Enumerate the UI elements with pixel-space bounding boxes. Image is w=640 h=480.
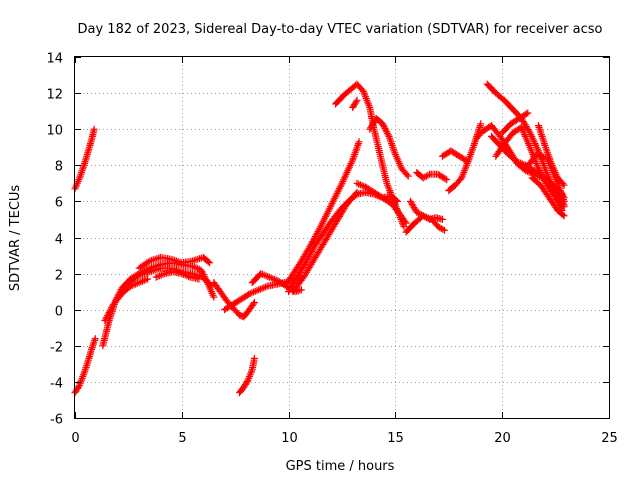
data-point-markers bbox=[528, 174, 568, 220]
data-point-markers bbox=[445, 120, 485, 195]
series-track bbox=[366, 114, 412, 180]
series-track bbox=[349, 96, 361, 111]
x-tick-label: 25 bbox=[601, 431, 618, 446]
x-tick-label: 0 bbox=[71, 431, 79, 446]
y-tick-label: 2 bbox=[55, 269, 63, 284]
data-point-markers bbox=[285, 138, 363, 285]
chart-title: Day 182 of 2023, Sidereal Day-to-day VTE… bbox=[78, 22, 603, 37]
x-tick-label: 5 bbox=[178, 431, 186, 446]
data-point-markers bbox=[498, 109, 532, 137]
y-tick-label: -6 bbox=[50, 413, 63, 428]
series-track bbox=[135, 253, 214, 272]
series-track bbox=[406, 197, 446, 223]
series-track bbox=[289, 188, 361, 296]
series-track bbox=[332, 80, 408, 231]
data-point-markers bbox=[289, 188, 361, 296]
data-point-markers bbox=[332, 80, 408, 231]
data-point-markers bbox=[236, 354, 258, 397]
data-point-markers bbox=[135, 253, 214, 272]
tick-labels: 0 5 10 15 20 25 -6 -4 -2 0 2 4 6 8 10 12 14 bbox=[46, 52, 617, 447]
y-axis-label: SDTVAR / TECUs bbox=[8, 185, 23, 292]
axis-ticks bbox=[75, 57, 610, 419]
y-tick-label: 4 bbox=[55, 233, 63, 248]
series-track bbox=[413, 169, 451, 184]
y-tick-label: 10 bbox=[46, 124, 63, 139]
y-tick-label: 6 bbox=[55, 196, 63, 211]
x-tick-label: 20 bbox=[494, 431, 511, 446]
series-track bbox=[438, 147, 472, 166]
y-tick-label: 14 bbox=[46, 52, 63, 67]
series-track bbox=[285, 138, 363, 285]
series-track bbox=[528, 174, 568, 220]
data-point-markers bbox=[152, 268, 203, 283]
plot-frame bbox=[74, 56, 610, 419]
series-track bbox=[236, 354, 258, 397]
series-track bbox=[152, 268, 203, 283]
data-point-markers bbox=[522, 151, 568, 205]
x-axis-label: GPS time / hours bbox=[286, 459, 395, 474]
x-tick-label: 10 bbox=[281, 431, 298, 446]
data-point-markers bbox=[413, 169, 451, 184]
y-tick-label: 0 bbox=[55, 305, 63, 320]
data-point-markers bbox=[438, 147, 472, 166]
grid bbox=[75, 57, 609, 418]
series-track bbox=[445, 120, 485, 195]
data-point-markers bbox=[406, 197, 446, 223]
data-point-markers bbox=[101, 275, 152, 324]
data-points bbox=[71, 80, 568, 397]
x-tick-label: 15 bbox=[387, 431, 404, 446]
series-track bbox=[498, 109, 532, 137]
y-tick-label: -2 bbox=[50, 341, 63, 356]
series-track bbox=[101, 275, 152, 324]
series-track bbox=[522, 151, 568, 205]
data-point-markers bbox=[349, 96, 361, 111]
y-tick-label: 8 bbox=[55, 160, 63, 175]
y-tick-label: 12 bbox=[46, 88, 63, 103]
data-point-markers bbox=[366, 114, 412, 180]
y-tick-label: -4 bbox=[50, 377, 63, 392]
